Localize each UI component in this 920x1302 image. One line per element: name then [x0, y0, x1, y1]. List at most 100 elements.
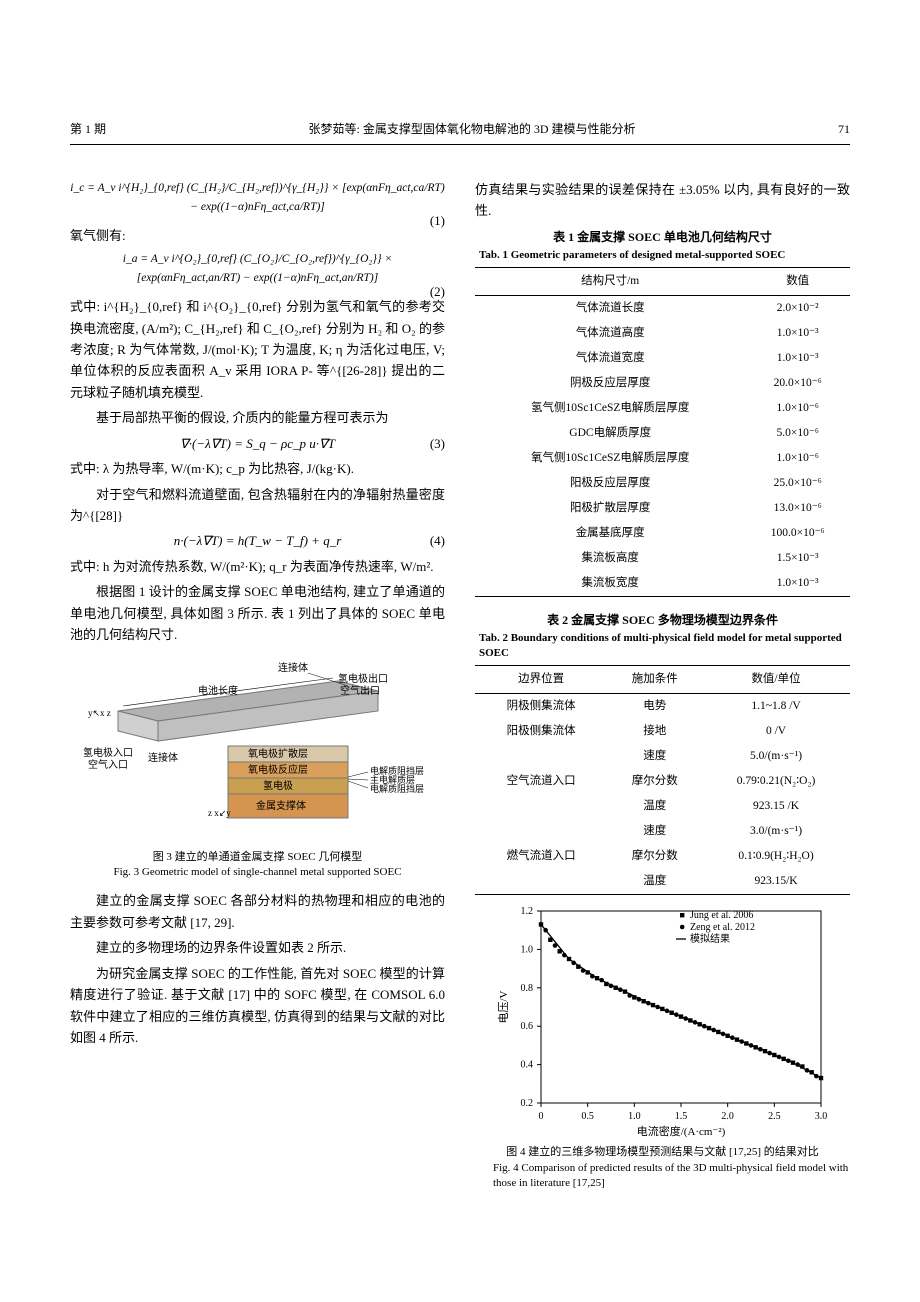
axes-1: y↖x z: [88, 708, 111, 718]
para-materials: 建立的金属支撑 SOEC 各部分材料的热物理和相应的电池的主要参数可参考文献 […: [70, 890, 445, 933]
figure-4-chart: 00.51.01.52.02.53.00.20.40.60.81.01.2电流密…: [493, 901, 833, 1141]
table-row: 氢气侧10Sc1CeSZ电解质层厚度1.0×10⁻⁶: [475, 396, 850, 421]
svg-text:电压/V: 电压/V: [497, 991, 510, 1024]
table-cell: 100.0×10⁻⁶: [745, 521, 850, 546]
table-cell: 氢气侧10Sc1CeSZ电解质层厚度: [475, 396, 745, 421]
fig3-caption-cn: 图 3 建立的单通道金属支撑 SOEC 几何模型: [70, 850, 445, 865]
table-row: 阴极反应层厚度20.0×10⁻⁶: [475, 371, 850, 396]
table-row: 温度923.15/K: [475, 869, 850, 894]
table-cell: 1.0×10⁻³: [745, 571, 850, 596]
table-cell: 1.0×10⁻⁶: [745, 396, 850, 421]
table-cell: [475, 869, 607, 894]
table-cell: 集流板宽度: [475, 571, 745, 596]
table-cell: 0.1∶0.9(H₂∶H₂O): [702, 844, 850, 869]
table-cell: 1.0×10⁻³: [745, 346, 850, 371]
table-row: 燃气流道入口摩尔分数0.1∶0.9(H₂∶H₂O): [475, 844, 850, 869]
table-header: 边界位置: [475, 666, 607, 694]
svg-text:1.0: 1.0: [628, 1111, 641, 1122]
svg-text:Jung et al. 2006: Jung et al. 2006: [690, 910, 753, 921]
para-after-eq2: 式中: i^{H₂}_{0,ref} 和 i^{O₂}_{0,ref} 分别为氢…: [70, 296, 445, 403]
table-row: 阳极侧集流体接地0 /V: [475, 719, 850, 744]
table-cell: [475, 794, 607, 819]
table-cell: 氧气侧10Sc1CeSZ电解质层厚度: [475, 446, 745, 471]
table-cell: GDC电解质厚度: [475, 421, 745, 446]
figure-4-caption: 图 4 建立的三维多物理场模型预测结果与文献 [17,25] 的结果对比 Fig…: [475, 1145, 850, 1191]
right-column: 仿真结果与实验结果的误差保持在 ±3.05% 以内, 具有良好的一致性. 表 1…: [475, 175, 850, 1202]
svg-text:0.8: 0.8: [520, 983, 533, 994]
equation-3: ∇·(−λ∇T) = S_q − ρc_p u·∇T (3): [70, 433, 445, 454]
table-row: 氧气侧10Sc1CeSZ电解质层厚度1.0×10⁻⁶: [475, 446, 850, 471]
svg-text:0.4: 0.4: [520, 1060, 533, 1071]
table-row: 阴极侧集流体电势1.1~1.8 /V: [475, 694, 850, 719]
svg-text:0: 0: [538, 1111, 543, 1122]
fig4-caption-en: Fig. 4 Comparison of predicted results o…: [475, 1161, 850, 1192]
table-row: 金属基底厚度100.0×10⁻⁶: [475, 521, 850, 546]
table2-caption-en: Tab. 2 Boundary conditions of multi-phys…: [475, 631, 850, 662]
lbl-h2-out: 氢电极出口: [338, 672, 388, 685]
table-1: 结构尺寸/m数值 气体流道长度2.0×10⁻²气体流道高度1.0×10⁻³气体流…: [475, 267, 850, 597]
table2-caption-cn: 表 2 金属支撑 SOEC 多物理场模型边界条件: [475, 611, 850, 629]
lbl-air-out: 空气出口: [340, 684, 380, 697]
para-after-eq3: 式中: λ 为热导率, W/(m·K); c_p 为比热容, J/(kg·K).: [70, 458, 445, 479]
svg-text:0.5: 0.5: [581, 1111, 594, 1122]
table-cell: 1.0×10⁻³: [745, 321, 850, 346]
table-cell: 3.0/(m·s⁻¹): [702, 819, 850, 844]
svg-text:模拟结果: 模拟结果: [690, 932, 730, 945]
table-row: 速度3.0/(m·s⁻¹): [475, 819, 850, 844]
svg-text:2.5: 2.5: [768, 1111, 781, 1122]
para-geom: 根据图 1 设计的金属支撑 SOEC 单电池结构, 建立了单通道的单电池几何模型…: [70, 581, 445, 645]
table-cell: 0.79∶0.21(N₂∶O₂): [702, 769, 850, 794]
table-cell: 13.0×10⁻⁶: [745, 496, 850, 521]
table-cell: 温度: [607, 869, 702, 894]
table-cell: 1.0×10⁻⁶: [745, 446, 850, 471]
header-page: 71: [838, 120, 850, 140]
page-header: 第 1 期 张梦茹等: 金属支撑型固体氧化物电解池的 3D 建模与性能分析 71: [70, 120, 850, 145]
header-issue: 第 1 期: [70, 120, 106, 140]
table-header: 数值/单位: [702, 666, 850, 694]
svg-text:Zeng et al. 2012: Zeng et al. 2012: [690, 922, 755, 933]
table-cell: 923.15 /K: [702, 794, 850, 819]
equation-2: i_a = A_v i^{O₂}_{0,ref} (C_{O₂}/C_{O₂,r…: [70, 250, 445, 288]
table-cell: 气体流道高度: [475, 321, 745, 346]
svg-text:1.2: 1.2: [520, 906, 533, 917]
lbl-metal: 金属支撑体: [256, 799, 306, 812]
table-cell: 阳极侧集流体: [475, 719, 607, 744]
equation-4: n·(−λ∇T) = h(T_w − T_f) + q_r (4): [70, 530, 445, 551]
left-column: i_c = A_v i^{H₂}_{0,ref} (C_{H₂}/C_{H₂,r…: [70, 175, 445, 1202]
table-cell: 接地: [607, 719, 702, 744]
svg-text:0.6: 0.6: [520, 1021, 533, 1032]
lbl-air-in: 空气入口: [88, 758, 128, 771]
header-title: 张梦茹等: 金属支撑型固体氧化物电解池的 3D 建模与性能分析: [309, 120, 636, 140]
table-cell: 20.0×10⁻⁶: [745, 371, 850, 396]
table-cell: 923.15/K: [702, 869, 850, 894]
table-row: 温度923.15 /K: [475, 794, 850, 819]
lbl-connector-2: 连接体: [148, 751, 178, 764]
table-2: 边界位置施加条件数值/单位 阴极侧集流体电势1.1~1.8 /V阳极侧集流体接地…: [475, 665, 850, 895]
table-cell: 气体流道宽度: [475, 346, 745, 371]
lbl-connector: 连接体: [278, 661, 308, 674]
table-header: 施加条件: [607, 666, 702, 694]
table1-caption-cn: 表 1 金属支撑 SOEC 单电池几何结构尺寸: [475, 228, 850, 246]
para-validation: 为研究金属支撑 SOEC 的工作性能, 首先对 SOEC 模型的计算精度进行了验…: [70, 963, 445, 1049]
table-cell: 空气流道入口: [475, 769, 607, 794]
table-cell: 0 /V: [702, 719, 850, 744]
table-cell: 金属基底厚度: [475, 521, 745, 546]
equation-4-number: (4): [430, 530, 445, 551]
table-cell: 25.0×10⁻⁶: [745, 471, 850, 496]
table-cell: 集流板高度: [475, 546, 745, 571]
table-row: 集流板宽度1.0×10⁻³: [475, 571, 850, 596]
para-top-right: 仿真结果与实验结果的误差保持在 ±3.05% 以内, 具有良好的一致性.: [475, 179, 850, 222]
table-cell: 阴极反应层厚度: [475, 371, 745, 396]
oxygen-side-line: 氧气侧有:: [70, 225, 445, 246]
para-bc: 建立的多物理场的边界条件设置如表 2 所示.: [70, 937, 445, 958]
table-cell: 阳极反应层厚度: [475, 471, 745, 496]
equation-3-body: ∇·(−λ∇T) = S_q − ρc_p u·∇T: [180, 433, 335, 454]
table-cell: [475, 744, 607, 769]
equation-1: i_c = A_v i^{H₂}_{0,ref} (C_{H₂}/C_{H₂,r…: [70, 179, 445, 217]
figure-3-diagram: 连接体 氢电极出口 空气出口 电池长度 y↖x z 氢电极入口 空气入口 连接体…: [78, 656, 438, 846]
fig4-caption-cn: 图 4 建立的三维多物理场模型预测结果与文献 [17,25] 的结果对比: [475, 1145, 850, 1160]
equation-3-number: (3): [430, 433, 445, 454]
svg-text:1.5: 1.5: [674, 1111, 687, 1122]
equation-2-number: (2): [430, 281, 445, 302]
lbl-length: 电池长度: [198, 684, 238, 697]
